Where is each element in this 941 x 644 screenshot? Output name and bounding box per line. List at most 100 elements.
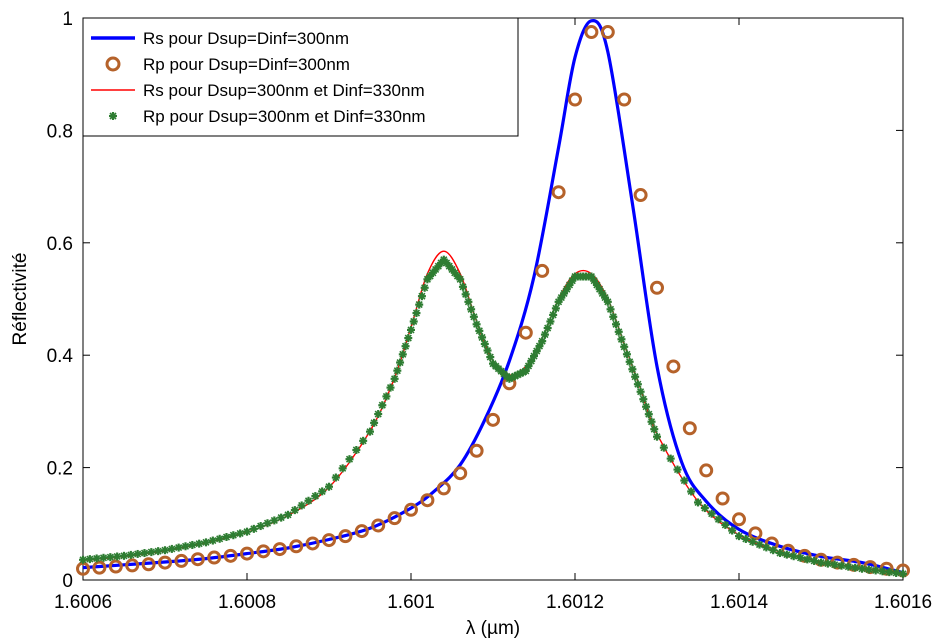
data-point-star <box>366 427 374 436</box>
data-point-star <box>603 297 612 306</box>
data-point-circle <box>223 548 238 563</box>
data-point-star <box>762 543 771 552</box>
series-line-0 <box>82 19 904 575</box>
x-tick-label: 1.6006 <box>54 592 112 613</box>
data-point-star <box>113 552 122 561</box>
data-point-star <box>215 534 224 543</box>
y-tick-label: 1 <box>62 9 73 30</box>
data-point-circle <box>650 280 664 295</box>
data-point-star <box>899 569 907 578</box>
y-tick-label: 0.6 <box>47 234 73 255</box>
x-tick-label: 1.601 <box>387 592 435 613</box>
data-point-star <box>587 272 596 281</box>
data-point-star <box>478 333 487 342</box>
data-point-circle <box>436 481 451 496</box>
data-point-star <box>382 392 391 401</box>
data-point-star <box>486 353 495 362</box>
x-tick-label: 1.6012 <box>546 592 604 613</box>
data-point-star <box>222 533 231 542</box>
data-point-star <box>540 330 549 339</box>
data-point-star <box>243 527 251 536</box>
data-point-circle <box>141 557 156 572</box>
data-point-star <box>467 305 476 314</box>
data-point-circle <box>354 524 369 539</box>
data-point-star <box>304 496 313 505</box>
x-axis-ticks: 1.6006 1.6008 1.601 1.6012 1.6014 1.6016 <box>54 18 932 613</box>
data-point-star <box>714 515 723 524</box>
data-point-star <box>401 342 410 351</box>
data-point-star <box>776 549 784 558</box>
data-point-star <box>642 402 651 411</box>
data-point-star <box>741 534 750 543</box>
data-point-star <box>195 539 204 548</box>
data-point-circle <box>322 533 336 548</box>
data-point-star <box>546 317 555 326</box>
data-point-circle <box>404 502 418 517</box>
data-point-star <box>263 519 272 528</box>
data-point-star <box>631 372 640 381</box>
data-point-star <box>878 567 887 576</box>
data-point-star <box>644 410 653 419</box>
data-point-star <box>628 365 637 374</box>
data-point-star <box>680 476 689 485</box>
legend-swatch-1 <box>105 56 121 72</box>
data-point-star <box>864 565 873 574</box>
data-point-star <box>810 556 819 565</box>
data-point-star <box>407 325 415 334</box>
data-point-star <box>755 540 764 549</box>
data-point-circle <box>453 466 468 481</box>
data-point-star <box>331 473 340 482</box>
data-point-circle <box>617 92 632 107</box>
data-point-star <box>147 548 156 557</box>
data-point-star <box>483 346 492 355</box>
data-point-circle <box>371 518 386 533</box>
series-markers-1 <box>76 25 910 578</box>
x-tick-label: 1.6014 <box>710 592 769 613</box>
data-point-star <box>538 337 547 346</box>
data-point-star <box>823 559 832 568</box>
data-point-star <box>390 374 399 383</box>
data-point-star <box>469 312 478 321</box>
data-point-circle <box>420 493 435 508</box>
data-point-circle <box>633 188 648 203</box>
legend-label-2: Rs pour Dsup=300nm et Dinf=330nm <box>143 81 425 100</box>
data-point-star <box>154 547 163 556</box>
data-point-star <box>188 540 197 549</box>
data-point-star <box>796 553 805 562</box>
data-point-star <box>345 455 354 464</box>
data-point-star <box>748 537 757 546</box>
data-point-circle <box>568 92 582 107</box>
data-point-star <box>398 350 407 359</box>
data-point-star <box>659 443 668 452</box>
data-point-star <box>106 553 115 562</box>
data-point-star <box>386 383 395 392</box>
data-point-circle <box>174 553 189 568</box>
data-point-star <box>892 568 901 577</box>
data-point-star <box>415 300 424 309</box>
data-point-star <box>633 380 642 389</box>
data-point-circle <box>338 529 353 544</box>
data-point-star <box>475 326 484 335</box>
data-point-star <box>229 531 238 540</box>
data-point-star <box>830 560 839 569</box>
data-point-star <box>79 555 87 564</box>
data-point-circle <box>387 511 402 526</box>
data-point-star <box>409 317 418 326</box>
data-point-star <box>420 283 429 292</box>
legend-label-0: Rs pour Dsup=Dinf=300nm <box>143 29 349 48</box>
data-point-star <box>92 554 101 563</box>
data-point-star <box>687 487 696 496</box>
data-point-star <box>510 372 519 381</box>
data-point-star <box>277 513 286 522</box>
data-point-star <box>622 350 631 359</box>
legend-label-3: Rp pour Dsup=300nm et Dinf=330nm <box>143 107 426 126</box>
data-point-circle <box>256 544 271 559</box>
y-tick-label: 0.2 <box>47 459 73 480</box>
data-point-circle <box>92 560 107 575</box>
data-point-star <box>472 320 481 329</box>
data-point-star <box>256 522 265 531</box>
data-point-circle <box>732 512 746 527</box>
data-point-star <box>249 524 258 533</box>
data-point-star <box>480 339 489 348</box>
